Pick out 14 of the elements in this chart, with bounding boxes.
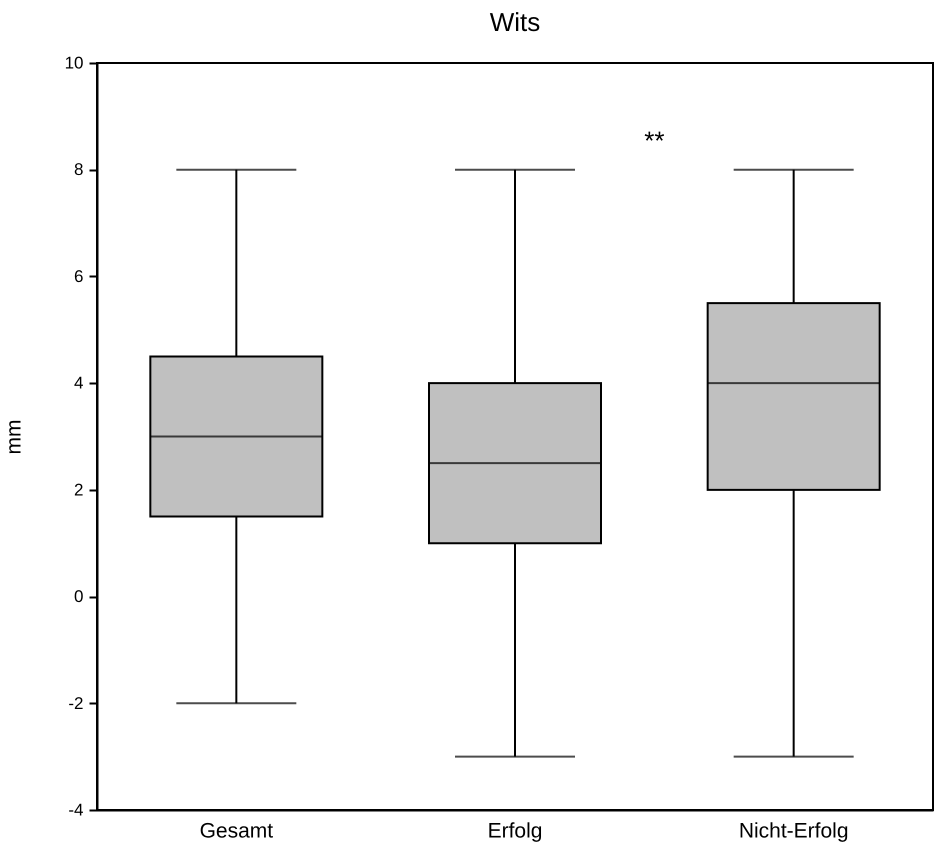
y-tick-label: 10 bbox=[64, 54, 84, 72]
chart-title: Wits bbox=[490, 7, 540, 37]
y-tick-label: 4 bbox=[74, 374, 84, 393]
x-tick-label: Nicht-Erfolg bbox=[738, 820, 849, 842]
y-tick-label: 8 bbox=[74, 160, 84, 180]
y-tick-label: 0 bbox=[74, 587, 84, 606]
x-tick-label: Erfolg bbox=[488, 820, 542, 842]
y-tick-label: -4 bbox=[68, 800, 84, 820]
y-tick-label: 6 bbox=[74, 266, 84, 286]
x-tick-label: Gesamt bbox=[200, 820, 274, 842]
y-tick-label: 2 bbox=[74, 480, 84, 500]
annotation: ** bbox=[644, 125, 664, 156]
y-tick-label: -2 bbox=[68, 694, 84, 713]
y-axis-title: mm bbox=[2, 420, 26, 454]
